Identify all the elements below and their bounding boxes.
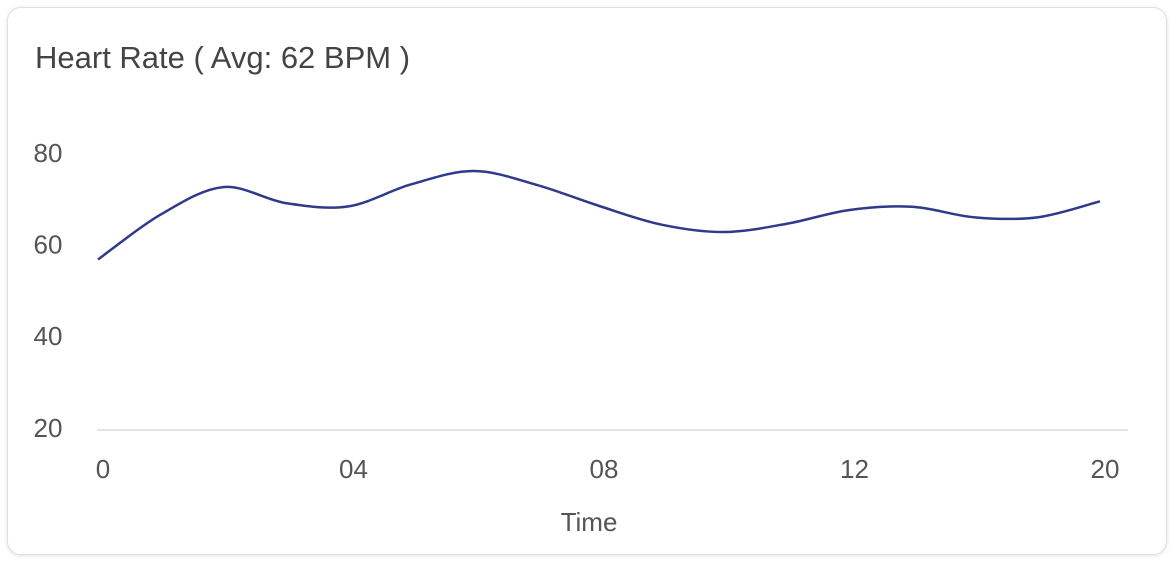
x-tick-label: 04	[339, 454, 368, 484]
x-tick-label: 20	[1091, 454, 1120, 484]
y-tick-label: 60	[34, 230, 63, 260]
x-tick-label: 0	[96, 454, 110, 484]
y-tick-label: 80	[34, 138, 63, 168]
card	[7, 7, 1167, 555]
x-tick-label: 12	[840, 454, 869, 484]
y-tick-label: 20	[34, 413, 63, 443]
x-tick-label: 08	[590, 454, 619, 484]
chart-title: Heart Rate ( Avg: 62 BPM )	[35, 40, 410, 75]
x-axis-label: Time	[561, 507, 618, 537]
y-tick-label: 40	[34, 321, 63, 351]
line-series	[97, 169, 1101, 261]
